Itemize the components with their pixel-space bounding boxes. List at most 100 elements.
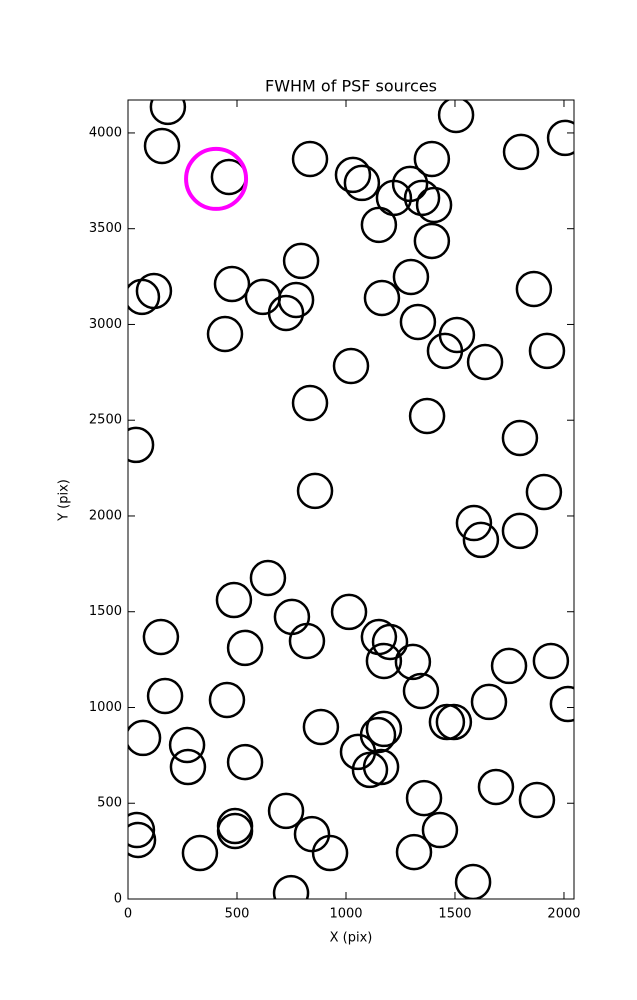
source-marker [549, 685, 574, 723]
source-marker [226, 743, 264, 781]
source-marker [421, 811, 459, 849]
source-marker [454, 863, 492, 899]
source-marker [128, 426, 155, 464]
source-marker [128, 821, 157, 859]
source-marker [291, 140, 329, 178]
source-marker [501, 419, 539, 457]
source-marker [428, 703, 466, 741]
source-marker [181, 834, 219, 872]
source-marker [244, 278, 282, 316]
source-marker [399, 303, 437, 341]
source-marker [362, 748, 400, 786]
chart-title: FWHM of PSF sources [265, 77, 437, 96]
x-tick-label: 500 [225, 907, 250, 922]
source-marker [215, 581, 253, 619]
source-marker [402, 672, 440, 710]
source-marker [169, 748, 207, 786]
source-marker [502, 133, 540, 171]
y-tick-label: 4000 [89, 125, 122, 140]
source-marker [490, 647, 528, 685]
y-tick-label: 1000 [89, 700, 122, 715]
source-marker [330, 593, 368, 631]
y-tick-label: 3000 [89, 317, 122, 332]
source-marker [226, 629, 264, 667]
source-marker [249, 559, 287, 597]
source-marker [365, 642, 403, 680]
y-tick-label: 3500 [89, 221, 122, 236]
source-marker [343, 164, 381, 202]
source-marker [477, 768, 515, 806]
x-axis-label: X (pix) [330, 931, 373, 946]
source-marker [311, 834, 349, 872]
source-marker [466, 343, 504, 381]
y-axis-label: Y (pix) [57, 479, 72, 522]
source-marker [332, 347, 370, 385]
source-marker [518, 781, 556, 819]
source-marker [359, 716, 397, 754]
source-marker [288, 622, 326, 660]
source-marker [273, 598, 311, 636]
source-marker [363, 279, 401, 317]
source-marker [143, 127, 181, 165]
source-marker [408, 397, 446, 435]
source-marker [291, 384, 329, 422]
source-marker [206, 315, 244, 353]
source-marker [462, 521, 500, 559]
source-marker [403, 179, 441, 217]
source-marker [413, 222, 451, 260]
source-marker [426, 332, 464, 370]
plot-area [128, 100, 574, 899]
source-marker [371, 623, 409, 661]
source-marker [391, 165, 429, 203]
source-marker [168, 726, 206, 764]
source-marker [128, 719, 162, 757]
source-marker [146, 677, 184, 715]
source-marker [395, 833, 433, 871]
source-marker [392, 258, 430, 296]
source-marker [128, 811, 156, 849]
x-tick-label: 1500 [438, 907, 471, 922]
source-marker [272, 874, 310, 899]
source-marker [435, 703, 473, 741]
source-marker [415, 186, 453, 224]
y-tick-label: 500 [97, 796, 122, 811]
source-marker [437, 100, 475, 134]
source-marker [208, 681, 246, 719]
x-tick-label: 1000 [329, 907, 362, 922]
source-marker [296, 472, 334, 510]
source-marker [334, 156, 372, 194]
x-tick-label: 2000 [547, 907, 580, 922]
source-marker [267, 294, 305, 332]
source-marker [184, 146, 249, 211]
source-marker [501, 512, 539, 550]
y-tick-label: 0 [114, 892, 122, 907]
y-tick-label: 2500 [89, 413, 122, 428]
source-marker [293, 815, 331, 853]
source-marker [515, 270, 553, 308]
plot-frame [127, 99, 575, 900]
source-marker [149, 100, 187, 126]
source-marker [528, 332, 566, 370]
source-marker [135, 272, 173, 310]
source-marker [365, 710, 403, 748]
source-marker [360, 206, 398, 244]
source-marker [525, 473, 563, 511]
source-marker [277, 281, 315, 319]
source-marker [455, 504, 493, 542]
source-marker [413, 140, 451, 178]
source-marker [546, 119, 574, 157]
y-tick-label: 1500 [89, 604, 122, 619]
source-marker [142, 618, 180, 656]
source-marker [302, 708, 340, 746]
source-marker [394, 643, 432, 681]
source-marker [216, 812, 254, 850]
source-marker [282, 242, 320, 280]
source-marker [470, 683, 508, 721]
source-marker [532, 642, 570, 680]
x-tick-label: 0 [124, 907, 132, 922]
source-marker [405, 779, 443, 817]
source-marker [213, 265, 251, 303]
y-tick-label: 2000 [89, 508, 122, 523]
source-marker [267, 792, 305, 830]
